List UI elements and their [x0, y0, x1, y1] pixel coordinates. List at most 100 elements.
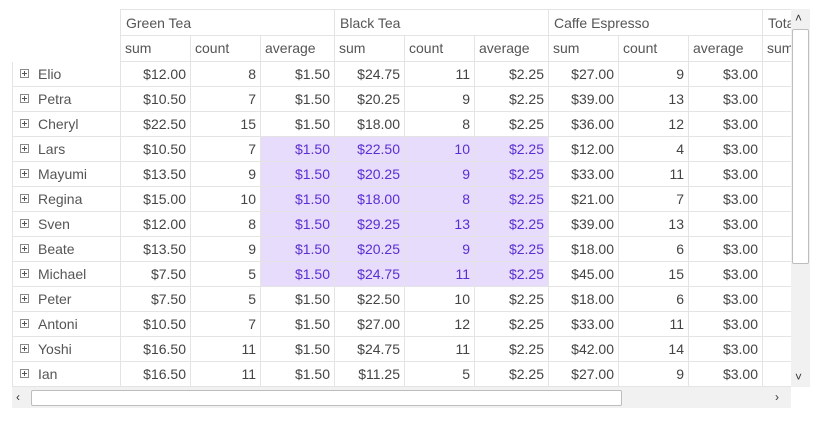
data-cell[interactable]: 5: [190, 287, 260, 312]
data-cell[interactable]: $2.25: [474, 87, 548, 112]
data-cell[interactable]: $20.25: [334, 87, 404, 112]
data-cell[interactable]: $2.25: [474, 212, 548, 237]
data-cell[interactable]: $: [762, 262, 791, 287]
data-cell[interactable]: $7.50: [120, 262, 190, 287]
data-cell[interactable]: $: [762, 237, 791, 262]
data-cell[interactable]: $2.25: [474, 162, 548, 187]
data-cell[interactable]: 9: [404, 162, 474, 187]
data-cell[interactable]: $3.00: [688, 137, 762, 162]
data-cell[interactable]: $: [762, 162, 791, 187]
data-cell[interactable]: $3.00: [688, 262, 762, 287]
data-cell[interactable]: $1.50: [260, 137, 334, 162]
data-cell[interactable]: $33.00: [548, 312, 618, 337]
measure-header-count[interactable]: count: [190, 36, 260, 62]
data-cell[interactable]: 9: [618, 362, 688, 387]
data-cell[interactable]: $2.25: [474, 287, 548, 312]
data-cell[interactable]: $1.50: [260, 212, 334, 237]
data-cell[interactable]: $16.50: [120, 337, 190, 362]
data-cell[interactable]: $45.00: [548, 262, 618, 287]
data-cell[interactable]: $27.00: [548, 62, 618, 87]
data-cell[interactable]: $1.50: [260, 87, 334, 112]
data-cell[interactable]: $10.50: [120, 312, 190, 337]
data-cell[interactable]: $: [762, 362, 791, 387]
vertical-scroll-thumb[interactable]: [792, 29, 809, 264]
plus-box-icon[interactable]: [20, 369, 29, 378]
chevron-down-icon[interactable]: ˅: [795, 370, 803, 384]
data-cell[interactable]: $24.75: [334, 262, 404, 287]
data-cell[interactable]: 11: [190, 362, 260, 387]
data-cell[interactable]: $3.00: [688, 237, 762, 262]
data-cell[interactable]: 15: [190, 112, 260, 137]
data-cell[interactable]: 8: [404, 187, 474, 212]
row-header[interactable]: Lars: [12, 137, 120, 162]
row-header[interactable]: Petra: [12, 87, 120, 112]
row-header[interactable]: Sven: [12, 212, 120, 237]
data-cell[interactable]: 9: [618, 62, 688, 87]
row-header[interactable]: Ian: [12, 362, 120, 387]
data-cell[interactable]: 8: [190, 62, 260, 87]
plus-box-icon[interactable]: [20, 144, 29, 153]
data-cell[interactable]: 8: [404, 112, 474, 137]
data-cell[interactable]: $: [762, 212, 791, 237]
data-cell[interactable]: 5: [404, 362, 474, 387]
column-group-total[interactable]: Tota: [762, 9, 791, 36]
measure-header-count[interactable]: count: [618, 36, 688, 62]
data-cell[interactable]: $1.50: [260, 162, 334, 187]
data-cell[interactable]: $3.00: [688, 337, 762, 362]
data-cell[interactable]: $18.00: [548, 237, 618, 262]
row-header[interactable]: Regina: [12, 187, 120, 212]
data-cell[interactable]: 8: [190, 212, 260, 237]
data-cell[interactable]: 4: [618, 137, 688, 162]
data-cell[interactable]: 11: [404, 337, 474, 362]
data-cell[interactable]: $: [762, 187, 791, 212]
data-cell[interactable]: $2.25: [474, 337, 548, 362]
data-cell[interactable]: $10.50: [120, 137, 190, 162]
data-cell[interactable]: 13: [618, 212, 688, 237]
data-cell[interactable]: $13.50: [120, 162, 190, 187]
data-cell[interactable]: $18.00: [334, 187, 404, 212]
data-cell[interactable]: 9: [190, 162, 260, 187]
data-cell[interactable]: 11: [404, 262, 474, 287]
data-cell[interactable]: $2.25: [474, 187, 548, 212]
data-cell[interactable]: $12.00: [548, 137, 618, 162]
data-cell[interactable]: 15: [618, 262, 688, 287]
data-cell[interactable]: 6: [618, 287, 688, 312]
data-cell[interactable]: 11: [404, 62, 474, 87]
row-header[interactable]: Elio: [12, 62, 120, 87]
data-cell[interactable]: 11: [618, 162, 688, 187]
data-cell[interactable]: $: [762, 312, 791, 337]
measure-header-count[interactable]: count: [404, 36, 474, 62]
data-cell[interactable]: 7: [190, 137, 260, 162]
data-cell[interactable]: $21.00: [548, 187, 618, 212]
data-cell[interactable]: $1.50: [260, 312, 334, 337]
data-cell[interactable]: $3.00: [688, 187, 762, 212]
measure-header-sum[interactable]: sum: [334, 36, 404, 62]
data-cell[interactable]: $39.00: [548, 87, 618, 112]
data-cell[interactable]: 10: [404, 137, 474, 162]
data-cell[interactable]: $18.00: [334, 112, 404, 137]
pivot-grid[interactable]: Green Tea Black Tea Caffe Espresso Tota …: [0, 0, 791, 387]
data-cell[interactable]: $: [762, 62, 791, 87]
data-cell[interactable]: $36.00: [548, 112, 618, 137]
data-cell[interactable]: $12.00: [120, 62, 190, 87]
data-cell[interactable]: 9: [404, 237, 474, 262]
data-cell[interactable]: $: [762, 287, 791, 312]
data-cell[interactable]: 11: [618, 312, 688, 337]
data-cell[interactable]: $: [762, 112, 791, 137]
row-header[interactable]: Michael: [12, 262, 120, 287]
data-cell[interactable]: $3.00: [688, 62, 762, 87]
data-cell[interactable]: $1.50: [260, 337, 334, 362]
data-cell[interactable]: 9: [404, 87, 474, 112]
vertical-scrollbar[interactable]: ˄ ˅: [791, 9, 810, 387]
plus-box-icon[interactable]: [20, 219, 29, 228]
data-cell[interactable]: 12: [404, 312, 474, 337]
data-cell[interactable]: $27.00: [548, 362, 618, 387]
data-cell[interactable]: 10: [404, 287, 474, 312]
row-header[interactable]: Antoni: [12, 312, 120, 337]
data-cell[interactable]: 5: [190, 262, 260, 287]
measure-header-sum[interactable]: sum: [762, 36, 791, 62]
data-cell[interactable]: $3.00: [688, 87, 762, 112]
data-cell[interactable]: 10: [190, 187, 260, 212]
plus-box-icon[interactable]: [20, 194, 29, 203]
data-cell[interactable]: 14: [618, 337, 688, 362]
